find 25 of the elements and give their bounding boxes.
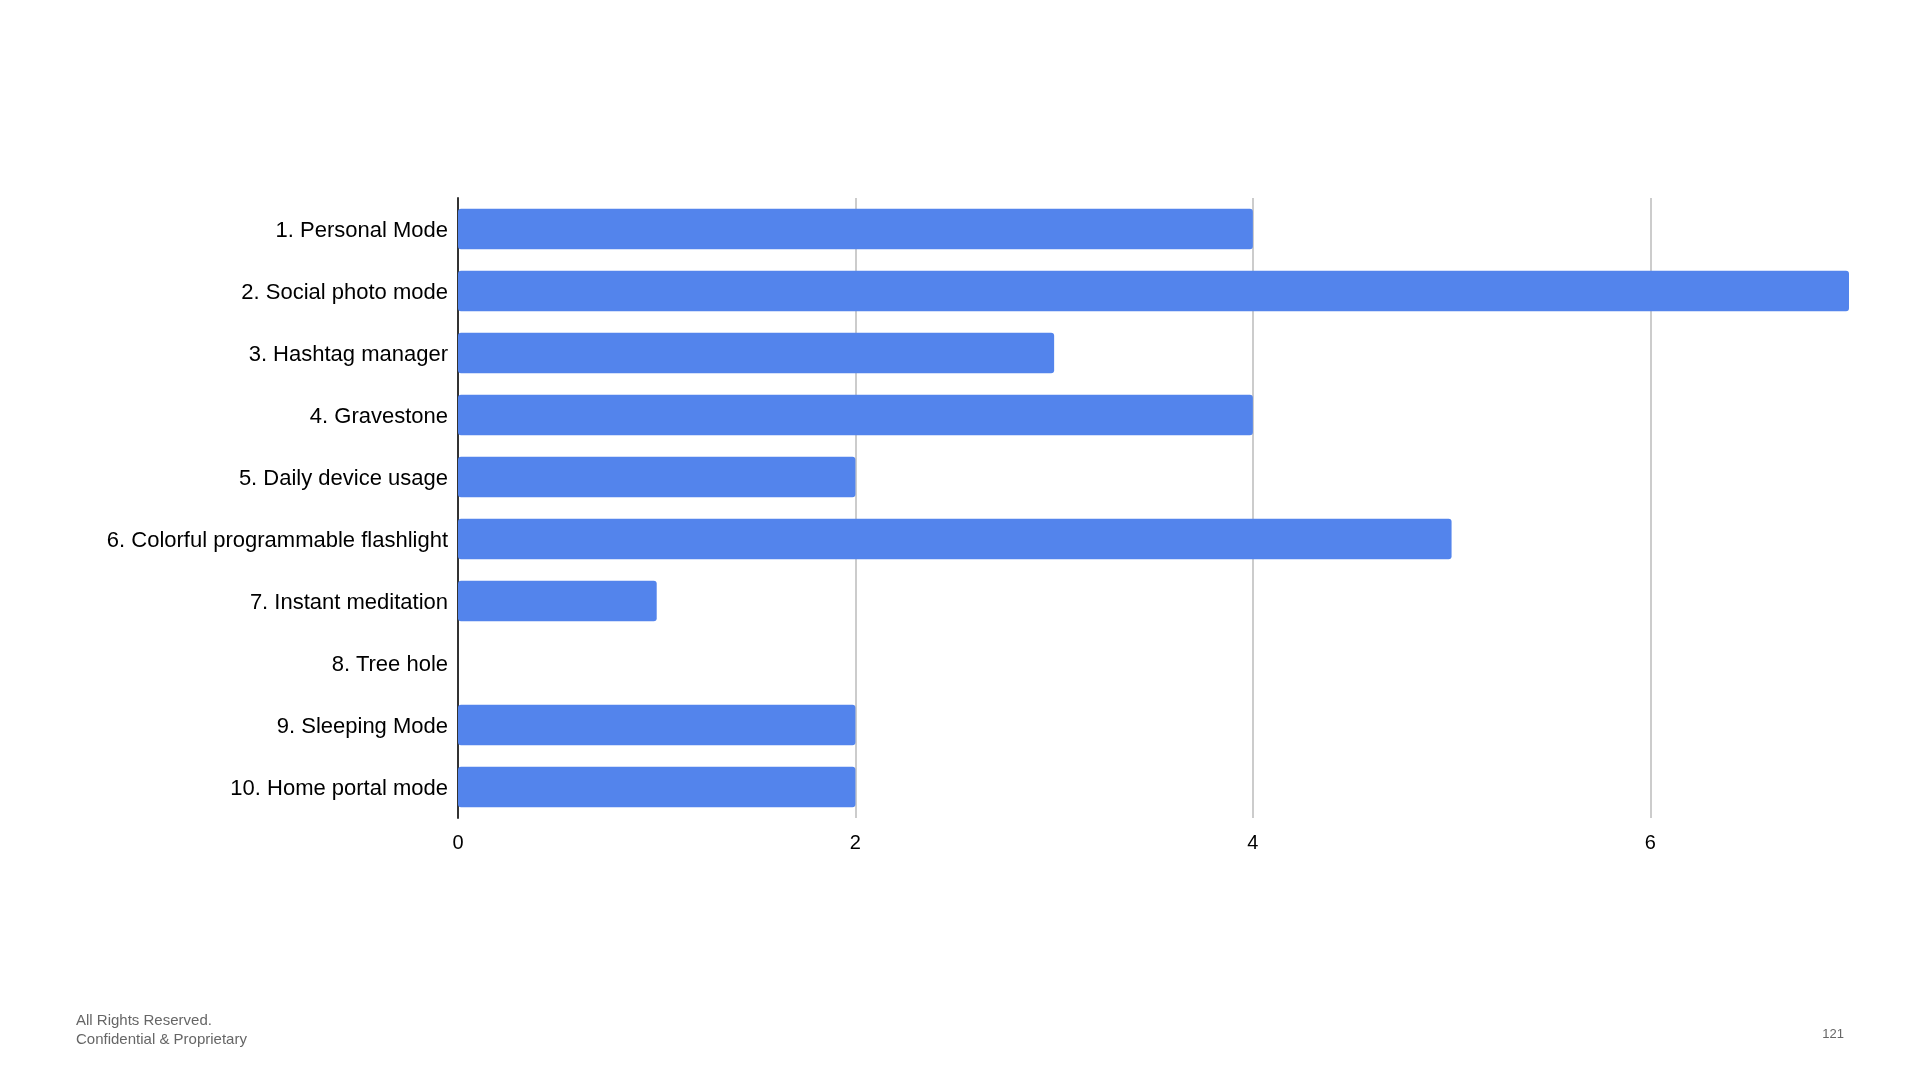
y-tick-label: 10. Home portal mode — [230, 774, 448, 800]
bar — [458, 704, 856, 746]
text: All Rights Reserved. Confidential & Proprietary — [76, 1011, 248, 1047]
text: 121 — [1822, 1026, 1845, 1041]
x-tick-label: 2 — [849, 831, 861, 853]
x-tick-label: 0 — [452, 831, 464, 853]
bar — [458, 518, 1452, 560]
y-tick-label: 1. Personal Mode — [275, 216, 448, 242]
bar — [458, 580, 657, 622]
y-tick-label: 8. Tree hole — [331, 650, 448, 676]
y-tick-label: 3. Hashtag manager — [248, 340, 448, 366]
x-tick-label: 4 — [1247, 831, 1259, 853]
bar — [458, 456, 856, 498]
y-tick-label: 2. Social photo mode — [241, 278, 448, 304]
x-tick-label: 6 — [1644, 831, 1656, 853]
bar — [458, 766, 856, 808]
y-tick-label: 6. Colorful programmable flashlight — [106, 526, 448, 552]
bar — [458, 394, 1253, 436]
y-tick-label: 7. Instant meditation — [249, 588, 448, 614]
bar — [458, 270, 1849, 312]
bar — [458, 332, 1055, 374]
y-tick-label: 9. Sleeping Mode — [276, 712, 448, 738]
bar — [458, 208, 1253, 250]
y-tick-label: 4. Gravestone — [309, 402, 448, 428]
y-tick-label: 5. Daily device usage — [238, 464, 448, 490]
